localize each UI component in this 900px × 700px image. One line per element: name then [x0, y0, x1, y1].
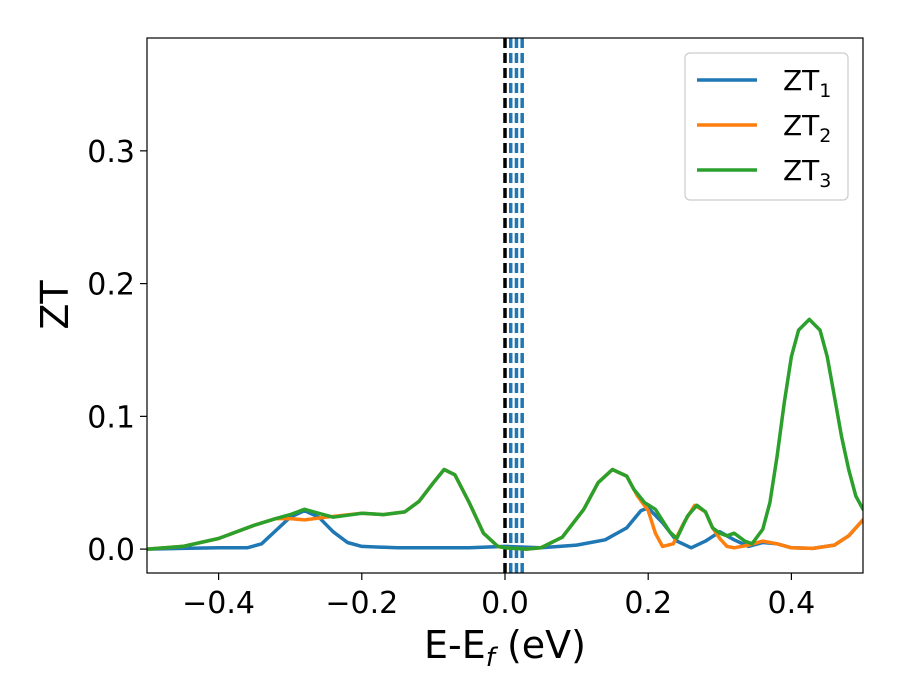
x-tick-label: 0.4: [768, 586, 816, 621]
y-axis-label: ZT: [33, 280, 77, 330]
x-tick-label: −0.4: [182, 586, 255, 621]
legend-label-zt3: ZT3: [783, 154, 831, 192]
x-tick-label: −0.2: [325, 586, 398, 621]
y-tick-label: 0.3: [87, 135, 135, 170]
legend: ZT1 ZT2 ZT3: [684, 52, 849, 201]
series-layer: [147, 317, 863, 551]
legend-label-zt2: ZT2: [783, 109, 831, 147]
x-axis-ticks: −0.4 −0.2 0.0 0.2 0.4: [182, 573, 815, 621]
x-tick-label: 0.0: [481, 586, 529, 621]
legend-box: [684, 52, 849, 201]
y-tick-label: 0.1: [87, 400, 135, 435]
series-line-zt3: [147, 317, 863, 551]
y-axis-ticks: 0.0 0.1 0.2 0.3: [87, 135, 147, 568]
y-tick-label: 0.0: [87, 533, 135, 568]
x-axis-label: E-Ef (eV): [424, 623, 586, 673]
x-tick-label: 0.2: [624, 586, 672, 621]
legend-label-zt1: ZT1: [783, 64, 831, 102]
y-tick-label: 0.2: [87, 268, 135, 303]
